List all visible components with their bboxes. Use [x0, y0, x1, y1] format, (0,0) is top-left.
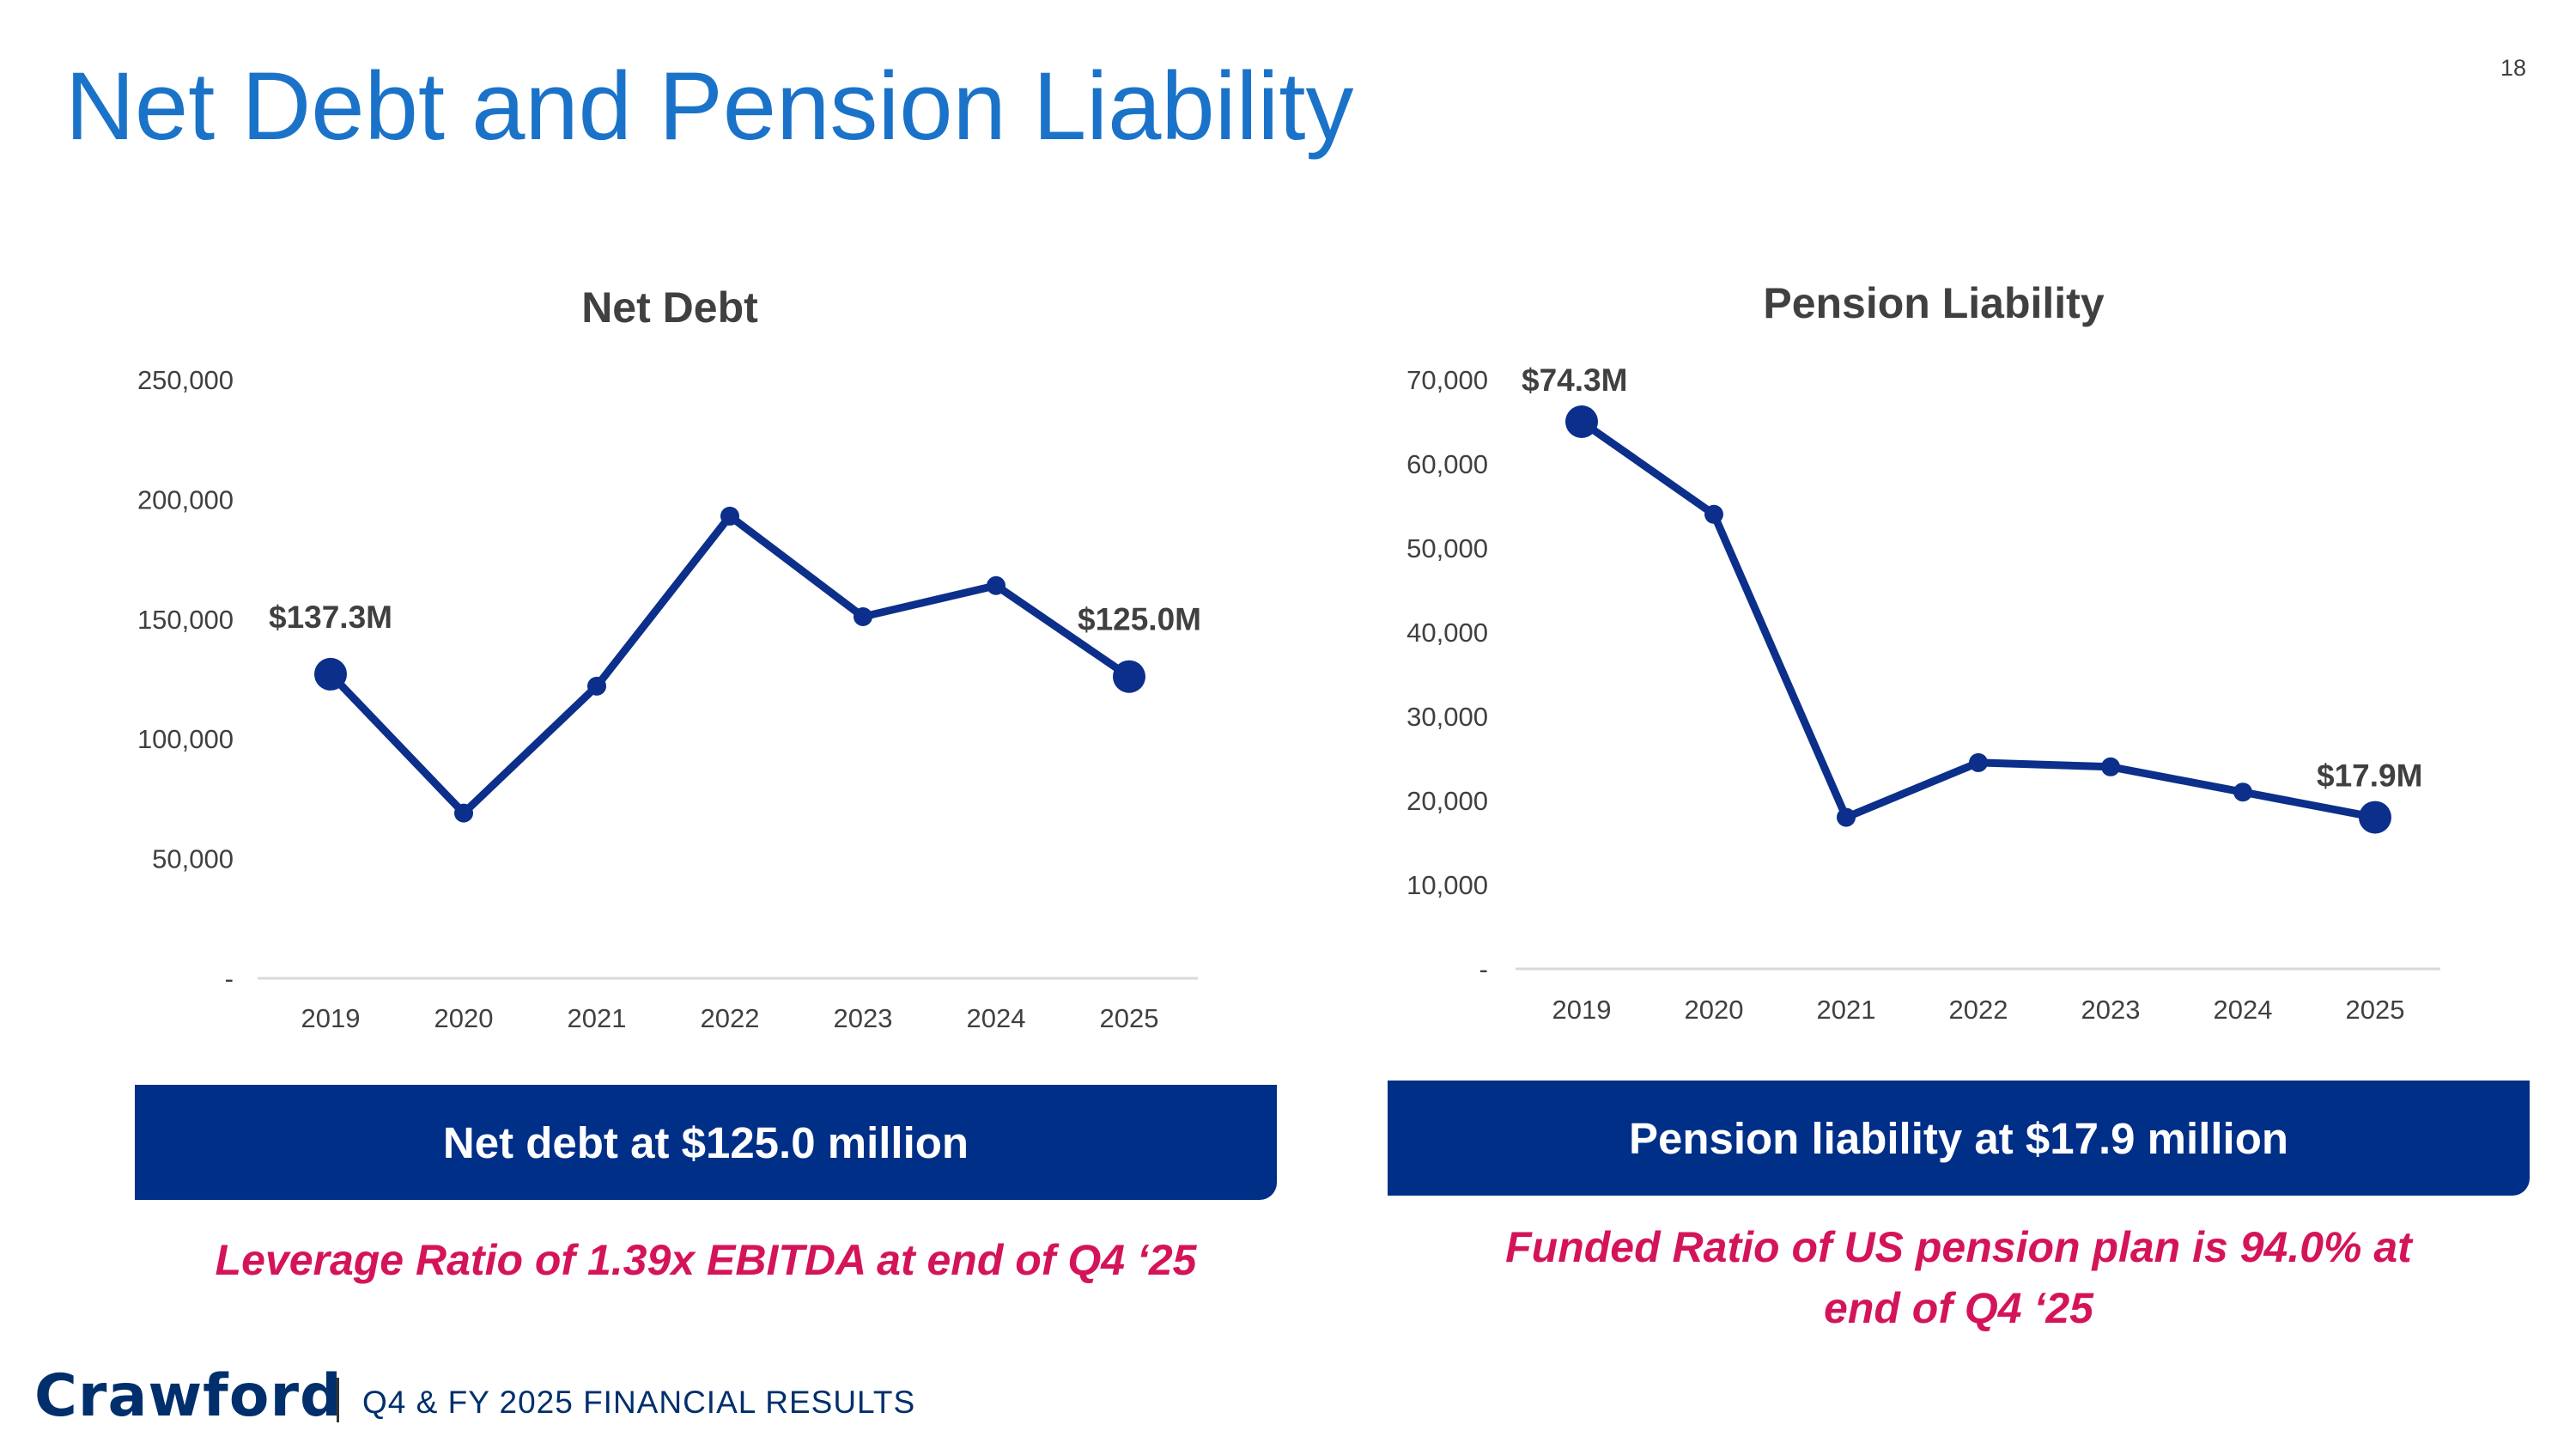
x-tick-label: 2024 [967, 1003, 1026, 1033]
y-tick-label: 250,000 [137, 365, 234, 395]
y-tick-label: 150,000 [137, 605, 234, 635]
x-tick-label: 2024 [2214, 995, 2273, 1025]
x-tick-label: 2023 [2081, 995, 2141, 1025]
x-tick-label: 2025 [2346, 995, 2405, 1025]
data-point [587, 676, 606, 696]
pension-liability-banner: Pension liability at $17.9 million [1388, 1081, 2530, 1196]
page-number: 18 [2500, 55, 2526, 81]
funded-ratio-line-1: Funded Ratio of US pension plan is 94.0%… [1505, 1223, 2412, 1271]
data-label: $137.3M [269, 600, 392, 635]
x-tick-label: 2020 [434, 1003, 494, 1033]
data-point [314, 657, 347, 691]
pension-liability-chart-svg: Pension Liability - 10,000 20,000 30,000 40,0… [1406, 279, 2440, 1025]
data-point [987, 575, 1005, 595]
y-tick-label: 10,000 [1406, 870, 1488, 900]
y-tick-label: 50,000 [152, 844, 234, 874]
net-debt-chart-svg: Net Debt - 50,000 100,000 150,000 200,000 250,… [137, 283, 1201, 1033]
data-label: $17.9M [2317, 758, 2422, 794]
data-point [720, 506, 739, 526]
chart-title: Pension Liability [1763, 279, 2104, 327]
x-tick-label: 2019 [1552, 995, 1612, 1025]
y-tick-label: 60,000 [1406, 449, 1488, 479]
chart-title: Net Debt [581, 283, 758, 332]
data-point [2233, 782, 2252, 802]
data-point [1969, 752, 1988, 772]
y-tick-label: 100,000 [137, 724, 234, 754]
y-tick-label: 20,000 [1406, 786, 1488, 816]
funded-ratio-line-2: end of Q4 ‘25 [1824, 1284, 2093, 1332]
crawford-logo: Crawford [34, 1362, 343, 1430]
x-tick-label: 2019 [301, 1003, 361, 1033]
data-point [1837, 807, 1856, 827]
data-point [854, 607, 872, 627]
pension-liability-banner-text: Pension liability at $17.9 million [1628, 1113, 2289, 1163]
leverage-ratio-note: Leverage Ratio of 1.39x EBITDA at end of… [135, 1230, 1277, 1291]
net-debt-banner-text: Net debt at $125.0 million [442, 1117, 969, 1167]
data-point [454, 803, 473, 823]
y-tick-label: 30,000 [1406, 702, 1488, 732]
data-point [2359, 801, 2391, 834]
y-tick-label: 70,000 [1406, 365, 1488, 395]
x-tick-label: 2021 [568, 1003, 627, 1033]
data-point [1565, 405, 1598, 438]
footer-divider [337, 1378, 339, 1422]
data-point [1704, 504, 1723, 524]
y-tick-label: - [225, 964, 234, 994]
y-tick-label: 200,000 [137, 484, 234, 514]
y-tick-label: - [1479, 954, 1488, 984]
footer-text: Q4 & FY 2025 FINANCIAL RESULTS [362, 1385, 916, 1420]
data-point [2101, 757, 2120, 776]
y-tick-label: 40,000 [1406, 618, 1488, 648]
funded-ratio-note: Funded Ratio of US pension plan is 94.0%… [1388, 1217, 2530, 1339]
x-tick-label: 2020 [1685, 995, 1744, 1025]
page-title: Net Debt and Pension Liability [65, 52, 1354, 160]
x-tick-label: 2025 [1100, 1003, 1159, 1033]
x-tick-label: 2021 [1817, 995, 1876, 1025]
net-debt-banner: Net debt at $125.0 million [135, 1085, 1277, 1200]
x-tick-label: 2022 [701, 1003, 760, 1033]
x-tick-label: 2022 [1949, 995, 2008, 1025]
data-label: $125.0M [1078, 602, 1201, 637]
x-tick-label: 2023 [834, 1003, 893, 1033]
y-tick-label: 50,000 [1406, 533, 1488, 563]
data-label: $74.3M [1522, 362, 1627, 398]
leverage-ratio-text: Leverage Ratio of 1.39x EBITDA at end of… [215, 1236, 1197, 1284]
data-point [1113, 660, 1145, 693]
